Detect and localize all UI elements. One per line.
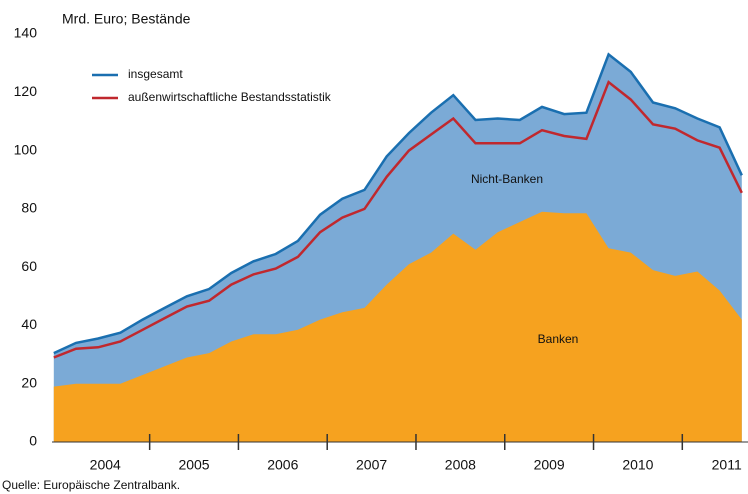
legend-label: außenwirtschaftliche Bestandsstatistik (128, 90, 332, 104)
line (53, 80, 743, 359)
line (53, 52, 743, 355)
y-tick-label: 80 (21, 200, 37, 216)
legend-label: insgesamt (128, 67, 183, 81)
x-tick-label: 2004 (90, 457, 121, 473)
y-tick-label: 0 (29, 433, 37, 449)
x-tick-label: 2007 (356, 457, 387, 473)
y-tick-label: 120 (14, 83, 38, 99)
y-axis-label: Mrd. Euro; Bestände (62, 11, 191, 27)
x-tick-label: 2005 (178, 457, 209, 473)
source: Quelle: Europäische Zentralbank. (2, 478, 180, 492)
legend-box (82, 62, 380, 116)
x-tick-label: 2008 (445, 457, 476, 473)
x-tick-label: 2010 (622, 457, 653, 473)
x-tick-label: 2011 (712, 457, 742, 473)
area-label: Nicht-Banken (471, 172, 543, 186)
y-tick-label: 20 (21, 374, 37, 390)
y-tick-label: 140 (14, 25, 38, 41)
y-tick-label: 40 (21, 316, 37, 332)
x-tick-label: 2006 (267, 457, 298, 473)
area (53, 211, 742, 442)
x-tick-label: 2009 (534, 457, 565, 473)
y-tick-label: 100 (14, 141, 38, 157)
area-label: Banken (538, 332, 579, 346)
y-tick-label: 60 (21, 258, 37, 274)
